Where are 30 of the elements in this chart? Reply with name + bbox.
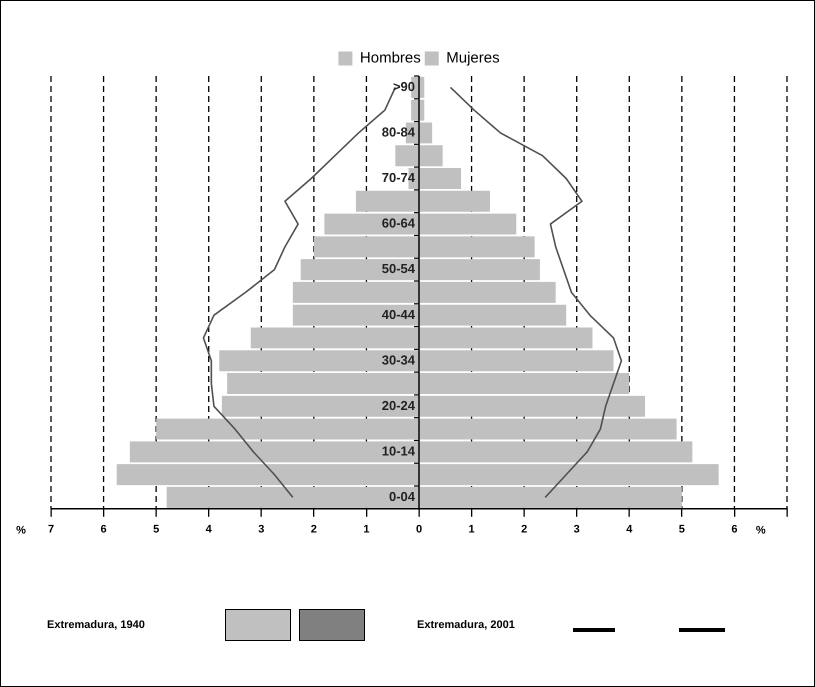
y-tick-label: 80-84 — [382, 124, 416, 140]
y-tick-label: 10-14 — [382, 443, 416, 458]
x-tick-label: 6 — [731, 523, 738, 536]
y-tick-label: 50-54 — [382, 261, 416, 276]
text: Extremadura, 1940 — [47, 619, 145, 631]
x-tick-label: 4 — [206, 523, 213, 536]
y-tick-label: 20-24 — [382, 398, 416, 413]
x-tick-label: 2 — [521, 523, 528, 536]
y-tick-label: 30-34 — [382, 352, 416, 368]
x-tick-label: 1 — [468, 523, 475, 536]
x-tick-label: 3 — [574, 523, 580, 536]
text: % — [16, 524, 26, 536]
x-tick-label: 6 — [100, 523, 107, 536]
x-tick-label: 7 — [48, 523, 54, 536]
y-tick-label: 40-44 — [382, 306, 416, 322]
x-tick-label: 1 — [363, 523, 370, 536]
x-axis-title: % — [756, 524, 766, 536]
x-tick-label: 5 — [153, 523, 160, 536]
legend-label: Mujeres — [446, 50, 500, 67]
text: Extremadura, 2001 — [417, 619, 515, 631]
y-tick-label: >90 — [392, 78, 415, 94]
x-tick-label: 2 — [310, 523, 317, 536]
y-tick-label: 60-64 — [382, 216, 416, 231]
legend-label: Hombres — [360, 50, 421, 67]
y-tick-label: 70-74 — [382, 170, 416, 186]
x-tick-label: 0 — [416, 523, 422, 536]
x-tick-label: 4 — [626, 523, 634, 536]
x-tick-label: 5 — [678, 523, 685, 536]
x-tick-label: 3 — [258, 523, 264, 536]
y-tick-label: 0-04 — [388, 488, 416, 504]
